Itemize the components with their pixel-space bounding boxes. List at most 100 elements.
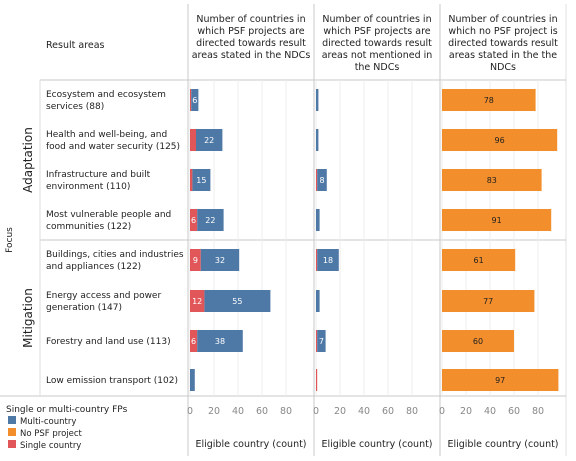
bar-multi-country [200, 249, 240, 271]
legend-swatch [8, 440, 16, 448]
bar-value-label: 8 [319, 176, 324, 185]
bar-no-psf-project [442, 290, 535, 312]
category-label-line: Most vulnerable people and [46, 210, 171, 220]
bar-multi-country [190, 369, 195, 391]
x-tick-label: 40 [484, 406, 496, 417]
x-tick-label: 40 [358, 406, 370, 417]
bar-single-country [316, 369, 318, 391]
bar-no-psf-project [442, 209, 552, 231]
bar-multi-country [191, 89, 199, 111]
panel-title-line: directed towards result [322, 38, 432, 49]
panel-title-line: Number of countries in [448, 14, 557, 25]
legend-swatch [8, 428, 16, 436]
bar-no-psf-project [442, 249, 516, 271]
bar-value-label: 9 [193, 256, 198, 265]
panel-title-line: which PSF projects are [323, 26, 430, 37]
bar-multi-country [197, 330, 243, 352]
bar-value-label: 38 [215, 337, 225, 346]
x-tick-label: 60 [256, 406, 268, 417]
group-label-mitigation: Mitigation [21, 288, 35, 348]
bar-value-label: 18 [323, 256, 333, 265]
panel-title-line: Number of countries in [322, 14, 431, 25]
bar-value-label: 77 [483, 297, 493, 306]
category-label-line: generation (147) [46, 303, 122, 313]
legend-swatch [8, 416, 16, 424]
bar-value-label: 55 [232, 297, 242, 306]
bar-multi-country [196, 129, 223, 151]
bar-value-label: 97 [495, 376, 505, 385]
bar-multi-country [316, 209, 320, 231]
bar-no-psf-project [442, 89, 536, 111]
bar-multi-country [204, 290, 271, 312]
bar-single-country [190, 330, 198, 352]
bar-value-label: 15 [196, 176, 206, 185]
x-axis-title: Eligible country (count) [195, 439, 306, 450]
bar-value-label: 91 [492, 216, 502, 225]
bar-multi-country [316, 89, 319, 111]
x-tick-label: 60 [508, 406, 520, 417]
bar-multi-country [317, 249, 339, 271]
x-tick-label: 80 [280, 406, 292, 417]
bar-single-country [190, 249, 201, 271]
panel-title-line: areas stated in the NDCs [192, 50, 311, 61]
panel-title-line: the NDCs [355, 62, 400, 73]
x-tick-label: 20 [460, 406, 472, 417]
focus-label: Focus [5, 227, 15, 253]
legend-item-label: No PSF project [20, 429, 83, 439]
x-tick-label: 40 [232, 406, 244, 417]
bar-multi-country [192, 169, 211, 191]
panel-title-line: directed towards result [448, 38, 558, 49]
bar-value-label: 78 [484, 96, 494, 105]
bar-value-label: 96 [495, 136, 505, 145]
category-label-line: Infrastructure and built [46, 170, 151, 180]
bar-value-label: 61 [474, 256, 484, 265]
bar-value-label: 6 [192, 96, 197, 105]
bar-value-label: 22 [205, 216, 215, 225]
bar-value-label: 6 [191, 216, 196, 225]
category-label-line: Forestry and land use (113) [46, 337, 171, 347]
x-tick-label: 0 [313, 406, 319, 417]
rows-header-label: Result areas [46, 40, 105, 51]
group-label-adaptation: Adaptation [21, 127, 35, 193]
category-label-line: communities (122) [46, 222, 131, 232]
category-label-line: Low emission transport (102) [46, 376, 178, 386]
x-tick-label: 20 [334, 406, 346, 417]
panel-title-line: NDCs [490, 62, 516, 73]
x-tick-label: 0 [187, 406, 193, 417]
bar-multi-country [317, 330, 326, 352]
x-axis-title: Eligible country (count) [321, 439, 432, 450]
legend-item-label: Single country [20, 441, 81, 451]
panel-title-line: areas not mentioned in [322, 50, 433, 61]
bar-no-psf-project [442, 129, 558, 151]
bar-value-label: 6 [191, 337, 196, 346]
bar-multi-country [317, 169, 327, 191]
category-label-line: Ecosystem and ecosystem [46, 90, 166, 100]
category-label-line: Buildings, cities and industries [46, 250, 184, 260]
panel-title-line: which PSF projects are [197, 26, 304, 37]
legend-title: Single or multi-country FPs [6, 405, 128, 415]
bar-single-country [190, 290, 205, 312]
category-label-line: services (88) [46, 102, 104, 112]
bar-value-label: 32 [215, 256, 225, 265]
category-label-line: environment (110) [46, 182, 130, 192]
bar-no-psf-project [442, 169, 542, 191]
panel-title-line: directed towards result [196, 38, 306, 49]
bar-value-label: 83 [487, 176, 497, 185]
panel-title-line: areas stated in the the [449, 50, 557, 61]
bar-no-psf-project [442, 369, 559, 391]
bar-multi-country [316, 129, 319, 151]
bar-value-label: 12 [192, 297, 202, 306]
category-label-line: Health and well-being, and [46, 130, 167, 140]
bar-single-country [190, 209, 198, 231]
bar-multi-country [197, 209, 224, 231]
bar-value-label: 60 [473, 337, 483, 346]
x-tick-label: 20 [208, 406, 220, 417]
bar-single-country [190, 169, 193, 191]
x-tick-label: 80 [532, 406, 544, 417]
category-label-line: and appliances (122) [46, 262, 141, 272]
bar-no-psf-project [442, 330, 514, 352]
bar-single-country [316, 330, 318, 352]
bar-single-country [190, 89, 192, 111]
x-tick-label: 80 [406, 406, 418, 417]
